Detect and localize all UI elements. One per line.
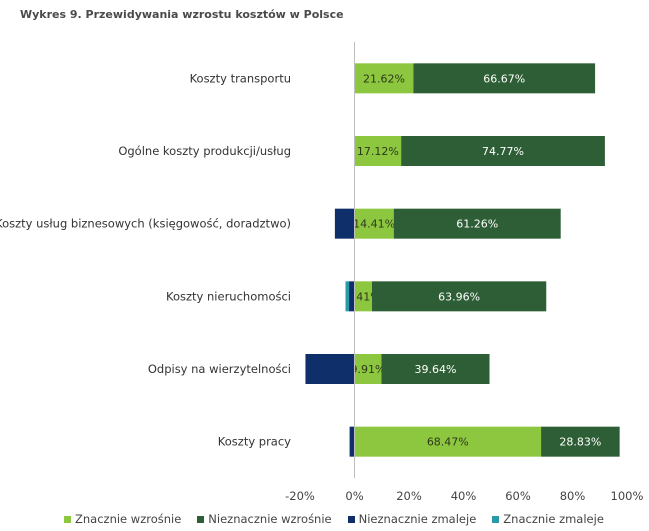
legend-label: Nieznacznie zmaleje [358, 512, 477, 526]
legend-item-znacznie-zmaleje: Znacznie zmaleje [492, 512, 604, 526]
legend-swatch-znacznie-zmaleje [492, 515, 500, 523]
category-label: Koszty nieruchomości [166, 289, 291, 303]
x-tick-label: 0% [345, 489, 363, 503]
legend-swatch-nieznacznie-zmaleje [347, 515, 355, 523]
bar-segment [354, 426, 542, 457]
data-label: 74.77% [482, 145, 524, 158]
bar-segment [371, 281, 547, 312]
x-tick-label: -20% [285, 489, 315, 503]
bar-segment-negative [349, 426, 355, 457]
data-label: 17.12% [357, 145, 399, 158]
bar-segment-negative [349, 281, 355, 312]
bar-chart: Koszty transportu 21.62% 66.67% Ogólne kosz… [0, 42, 644, 503]
bar-segment [393, 208, 561, 239]
data-label: 39.64% [415, 363, 457, 376]
x-tick-label: 100% [611, 489, 644, 503]
bar-segment-negative [345, 281, 350, 312]
data-label: 21.62% [363, 72, 405, 85]
bar-segment-negative [334, 208, 355, 239]
chart-title: Wykres 9. Przewidywania wzrostu kosztów … [20, 8, 344, 21]
legend-label: Znacznie wzrośnie [75, 512, 182, 526]
category-label: Ogólne koszty produkcji/usług [118, 144, 291, 158]
data-label: 9.91% [351, 363, 386, 376]
x-tick-label: 80% [560, 489, 586, 503]
bar-segment [401, 136, 605, 166]
legend-item-nieznacznie-wzrosnie: Nieznacznie wzrośnie [197, 512, 332, 526]
legend-swatch-nieznacznie-wzrosnie [197, 515, 205, 523]
legend-item-nieznacznie-zmaleje: Nieznacznie zmaleje [347, 512, 477, 526]
bar-segment [413, 63, 596, 94]
category-label: Koszty pracy [218, 435, 291, 449]
x-tick-label: 60% [505, 489, 531, 503]
bar-segment-negative [305, 354, 355, 384]
chart-legend: Znacznie wzrośnie Nieznacznie wzrośnie N… [64, 512, 620, 526]
bar-segment [354, 136, 402, 166]
x-tick-label: 20% [396, 489, 422, 503]
category-label: Odpisy na wierzytelności [148, 362, 291, 376]
data-label: 66.67% [483, 72, 525, 85]
bar-segment [354, 281, 372, 312]
category-label: Koszty transportu [190, 71, 291, 85]
bar-segment [354, 354, 382, 384]
legend-label: Znacznie zmaleje [503, 512, 604, 526]
legend-label: Nieznacznie wzrośnie [208, 512, 332, 526]
bar-segment [381, 354, 490, 384]
category-label: Koszty usług biznesowych (księgowość, do… [0, 217, 291, 231]
data-label: 14.41% [353, 218, 395, 231]
legend-item-znacznie-wzrosnie: Znacznie wzrośnie [64, 512, 181, 526]
data-label: 28.83% [559, 436, 601, 449]
data-label: 63.96% [438, 290, 480, 303]
bar-segment [354, 208, 394, 239]
bar-segment [541, 426, 620, 457]
legend-swatch-znacznie-wzrosnie [64, 515, 71, 523]
x-tick-label: 40% [451, 489, 477, 503]
data-label: 68.47% [427, 436, 469, 449]
bar-segment [354, 63, 414, 94]
data-label: 61.26% [456, 218, 498, 231]
